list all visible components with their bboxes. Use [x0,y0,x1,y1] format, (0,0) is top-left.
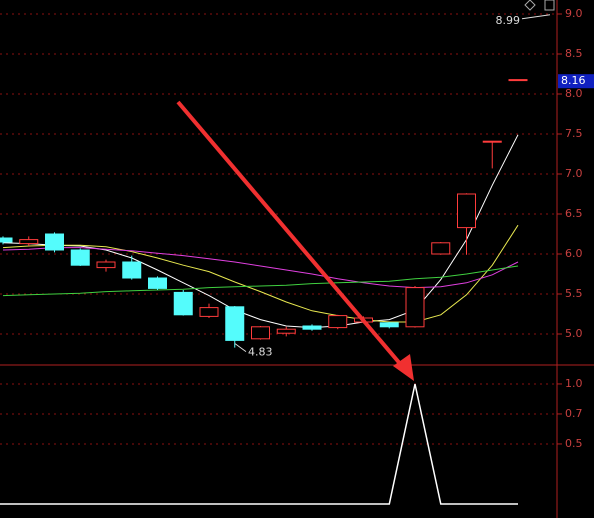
y-tick-label: 1.0 [565,377,583,390]
indicator-line [0,383,518,505]
candle-body [482,140,502,143]
candle-body [405,287,425,328]
annotation-line [521,14,551,20]
candle-body [45,233,64,251]
candle-body [96,261,116,269]
candle-body [70,249,90,266]
candle-body [276,328,296,334]
candle-body [199,307,219,317]
y-tick-label: 5.0 [565,327,583,340]
candle-body [457,193,476,229]
y-tick-label: 0.5 [565,437,583,450]
y-tick-label: 9.0 [565,7,583,20]
candle-body [0,237,13,243]
candle-body [19,239,39,245]
arrow-head [393,354,414,381]
y-tick-label: 7.5 [565,127,583,140]
arrow [176,100,404,368]
icon[interactable] [544,0,555,11]
candle-body [173,291,193,316]
y-tick-label: 8.0 [565,87,583,100]
moving-average [2,265,519,297]
y-tick-label: 0.7 [565,407,583,420]
moving-average [2,247,519,289]
candle-body [122,261,142,279]
y-tick-label: 6.5 [565,207,583,220]
candle-body [148,277,167,289]
y-tick-label: 7.0 [565,167,583,180]
candle-body [508,79,528,82]
candle-body [302,325,322,330]
moving-average [2,134,519,329]
icon[interactable] [524,0,536,11]
candle-body [379,322,399,328]
candle-body [225,306,245,341]
last-price-box [558,74,594,89]
low-label: 4.83 [248,346,273,359]
y-tick-label: 5.5 [565,287,583,300]
last-price: 8.16 [561,74,586,87]
high-label: 8.99 [496,14,521,27]
candle-body [431,242,451,255]
moving-average [2,224,519,323]
candle-body [251,326,270,340]
y-tick-label: 8.5 [565,47,583,60]
plot: 9.0 8.5 8.0 7.5 7.0 6.5 6.0 5.5 5.0 8.99 4.83 8.16 1… [0,7,594,505]
annotation-line [234,343,247,353]
y-tick-label: 6.0 [565,247,583,260]
candle-body [328,315,348,329]
